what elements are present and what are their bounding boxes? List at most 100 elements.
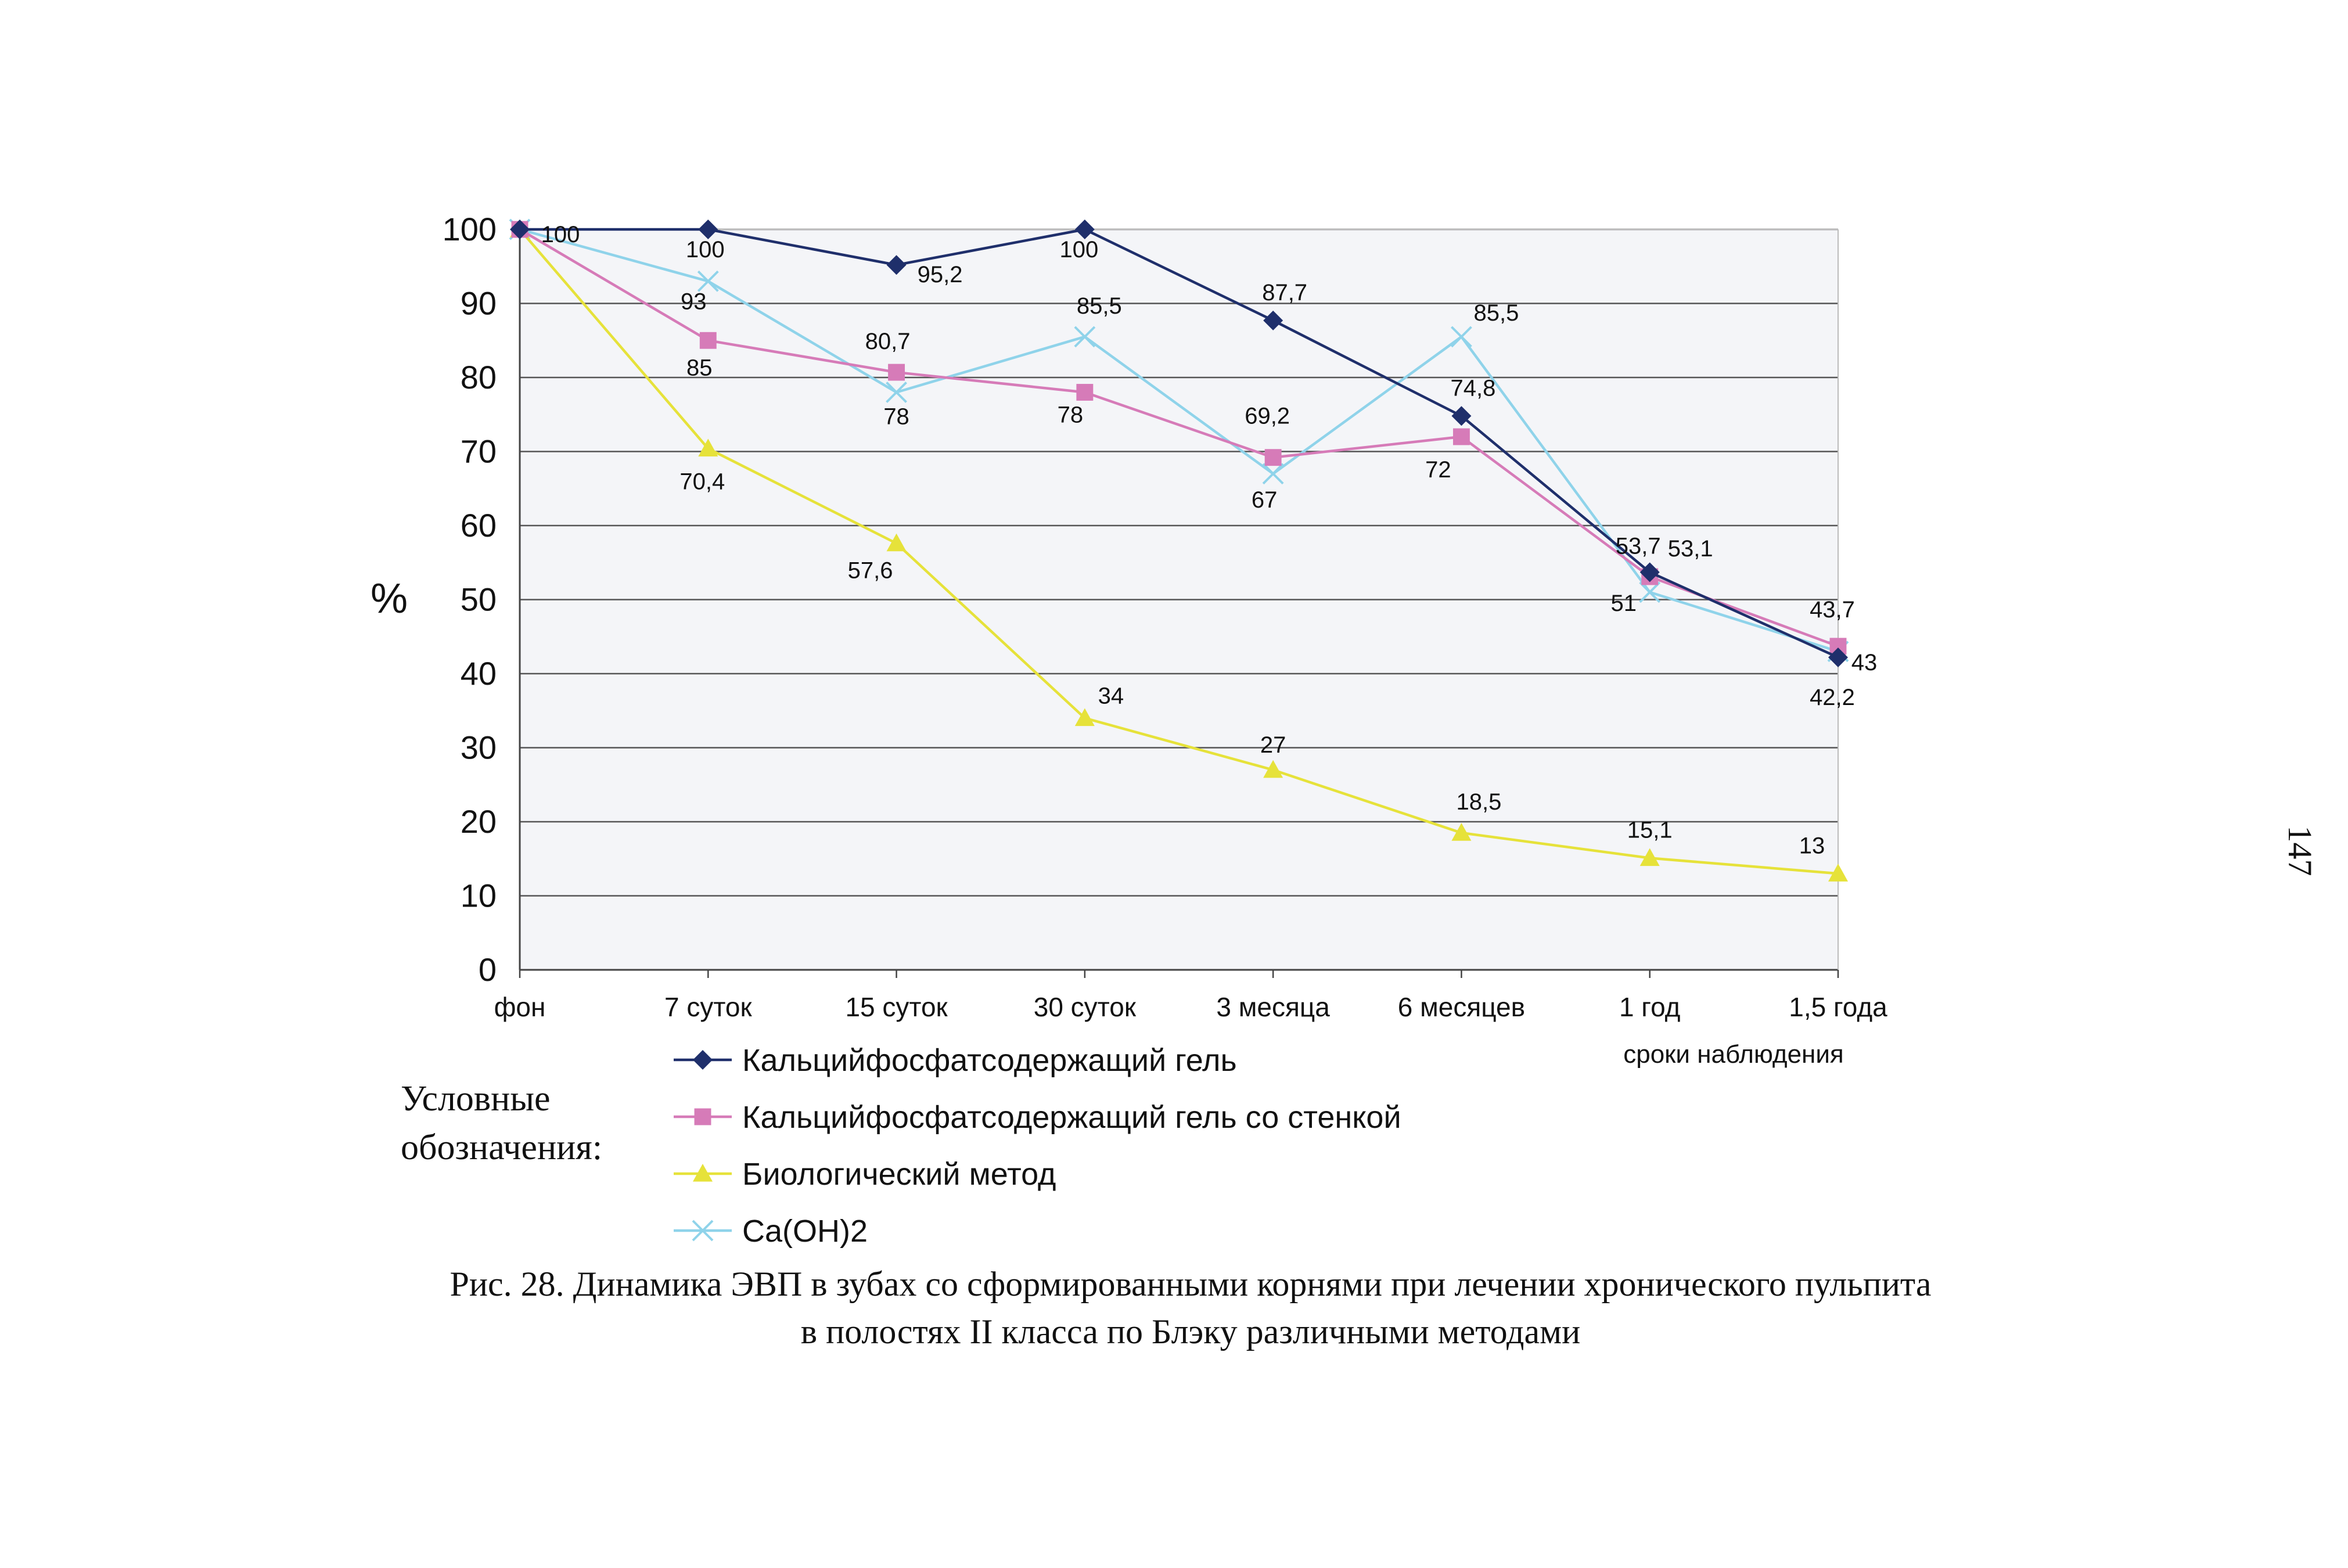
caption-line-1: Рис. 28. Динамика ЭВП в зубах со сформир… <box>450 1265 1932 1303</box>
data-labels: 100 100 95,2 100 87,7 74,8 53,7 42,2 85 80,7 78 69,… <box>541 222 1878 858</box>
legend-marker <box>694 1108 711 1125</box>
x-tick-label: 30 суток <box>1034 992 1137 1022</box>
legend-label: Биологический метод <box>742 1157 1056 1192</box>
data-label: 67 <box>1252 487 1278 513</box>
data-label: 74,8 <box>1450 375 1495 401</box>
y-tick-label: 80 <box>461 359 497 395</box>
data-label: 42,2 <box>1810 685 1855 710</box>
data-label: 95,2 <box>918 262 963 287</box>
axes <box>519 229 1839 978</box>
data-label: 80,7 <box>865 329 911 354</box>
legend-heading-line-1: Условные <box>401 1079 551 1119</box>
y-tick-label: 20 <box>461 803 497 840</box>
data-label: 51 <box>1610 591 1637 616</box>
y-tick-label: 60 <box>461 507 497 544</box>
data-label: 53,1 <box>1668 536 1713 562</box>
x-tick-label: фон <box>494 992 546 1022</box>
data-label: 72 <box>1425 457 1451 483</box>
data-label: 34 <box>1098 684 1124 709</box>
data-point <box>510 220 530 239</box>
data-point <box>1263 760 1283 778</box>
data-point <box>699 332 717 349</box>
legend-heading-line-2: обозначения: <box>401 1128 603 1167</box>
y-tick-label: 70 <box>461 433 497 470</box>
data-point <box>1639 562 1660 582</box>
data-label: 85 <box>686 355 713 380</box>
data-point <box>697 270 719 292</box>
series-line <box>519 228 1839 648</box>
legend-label: Ca(OH)2 <box>742 1214 868 1249</box>
series-line <box>519 228 1839 875</box>
y-axis-title: % <box>371 576 408 622</box>
x-tick-label: 7 суток <box>664 992 752 1022</box>
data-label: 53,7 <box>1616 533 1661 559</box>
x-tick-label: 1 год <box>1619 992 1681 1022</box>
data-label: 69,2 <box>1245 404 1290 429</box>
legend-label: Кальцийфосфатсодержащий гель <box>742 1043 1237 1078</box>
data-label: 78 <box>1058 402 1084 428</box>
x-tick-label: 1,5 года <box>1789 992 1887 1022</box>
data-label: 43 <box>1851 650 1878 675</box>
x-tick-labels: фон 7 суток 15 суток 30 суток 3 месяца 6 меся… <box>494 992 1888 1022</box>
data-label: 13 <box>1799 833 1825 858</box>
y-tick-label: 10 <box>461 877 497 914</box>
y-tick-label: 90 <box>461 285 497 322</box>
data-label: 85,5 <box>1473 300 1519 326</box>
data-point <box>1263 310 1283 330</box>
data-label: 43,7 <box>1810 597 1855 623</box>
y-tick-label: 100 <box>443 211 497 247</box>
data-point <box>698 438 718 456</box>
data-point <box>1451 823 1472 841</box>
data-label: 18,5 <box>1456 789 1501 815</box>
data-point <box>886 255 907 275</box>
x-tick-label: 15 суток <box>845 992 948 1022</box>
data-point <box>1074 326 1096 348</box>
data-label: 57,6 <box>848 558 893 584</box>
legend-marker <box>693 1050 713 1070</box>
legend-label: Кальцийфосфатсодержащий гель со стенкой <box>742 1100 1401 1135</box>
legend-marker <box>692 1220 714 1242</box>
data-label: 15,1 <box>1627 817 1673 843</box>
caption-line-2: в полостях II класса по Блэку различными… <box>800 1312 1581 1351</box>
series-line <box>520 228 1839 659</box>
series-lines <box>509 218 1849 882</box>
legend-marker <box>693 1164 713 1182</box>
data-point <box>1451 326 1472 348</box>
data-point <box>1828 647 1848 667</box>
y-tick-labels: 0 10 20 30 40 50 60 70 80 90 100 <box>443 211 497 988</box>
data-label: 85,5 <box>1077 293 1122 319</box>
data-label: 100 <box>1059 237 1098 262</box>
figure-caption: Рис. 28. Динамика ЭВП в зубах со сформир… <box>116 1260 2265 1355</box>
data-point <box>1074 220 1095 239</box>
data-point <box>1076 384 1094 401</box>
data-point <box>886 533 907 552</box>
data-point <box>1074 708 1095 727</box>
legend: Кальцийфосфатсодержащий гель Кальцийфосфа… <box>674 1043 1401 1249</box>
x-tick-label: 6 месяцев <box>1398 992 1525 1022</box>
data-label: 70,4 <box>679 469 725 494</box>
data-label: 78 <box>883 404 909 430</box>
data-point <box>1451 406 1472 426</box>
data-point <box>1828 864 1848 882</box>
data-point <box>888 364 905 381</box>
page-number: 147 <box>2281 825 2319 876</box>
data-point <box>1452 428 1470 445</box>
data-point <box>698 220 718 239</box>
x-tick-label: 3 месяца <box>1216 992 1330 1022</box>
data-point <box>1262 463 1284 485</box>
data-label: 87,7 <box>1262 280 1307 305</box>
y-tick-label: 50 <box>461 581 497 618</box>
data-label: 100 <box>686 237 725 262</box>
data-point <box>1264 449 1282 466</box>
data-point <box>1639 848 1660 866</box>
y-tick-label: 30 <box>461 729 497 766</box>
y-tick-label: 0 <box>479 951 497 988</box>
legend-heading: Условные обозначения: <box>401 1074 668 1172</box>
data-label: 27 <box>1260 732 1286 758</box>
x-axis-title: сроки наблюдения <box>1623 1040 1844 1069</box>
data-label: 93 <box>681 289 707 314</box>
y-tick-label: 40 <box>461 655 497 692</box>
series-line <box>519 228 1839 653</box>
data-point <box>1639 581 1661 603</box>
